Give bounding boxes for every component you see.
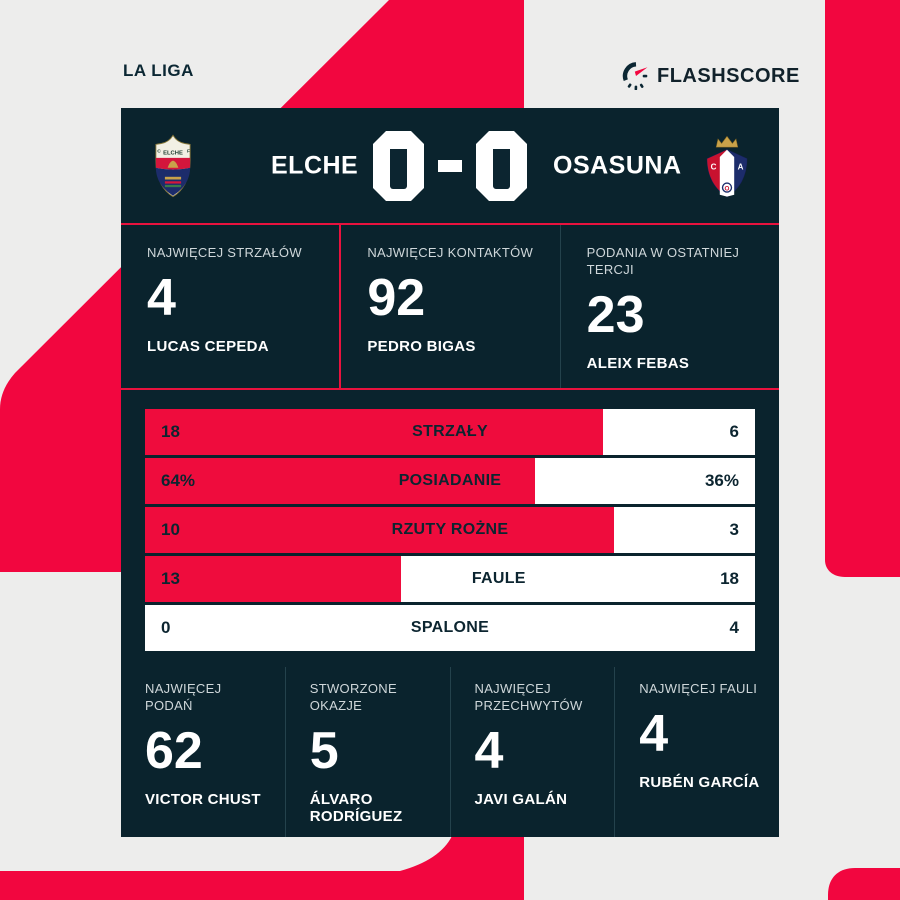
svg-text:C: C <box>711 162 717 171</box>
svg-text:F: F <box>187 148 190 154</box>
svg-text:A: A <box>738 162 744 171</box>
svg-text:C: C <box>157 148 161 154</box>
svg-text:ELCHE: ELCHE <box>163 150 183 156</box>
svg-text:O: O <box>725 185 730 192</box>
